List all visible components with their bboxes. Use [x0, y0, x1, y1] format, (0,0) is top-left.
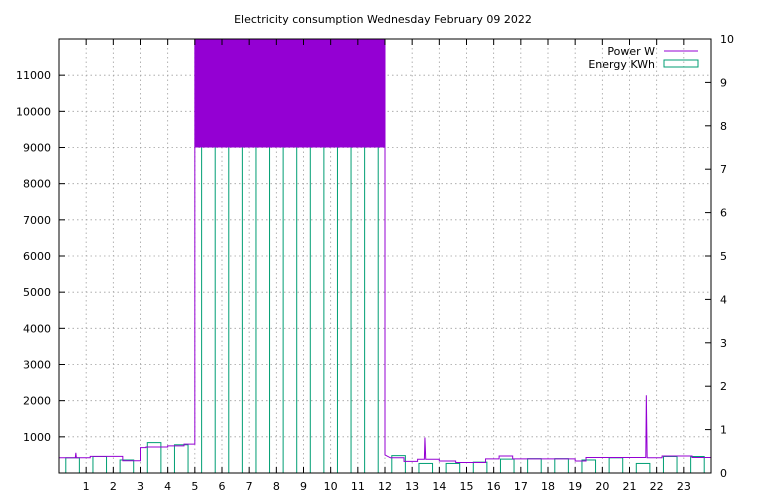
- x-tick-label: 19: [568, 480, 582, 493]
- x-tick-label: 21: [623, 480, 637, 493]
- x-tick-label: 14: [432, 480, 446, 493]
- y-right-tick-label: 7: [720, 163, 727, 176]
- chart-title: Electricity consumption Wednesday Februa…: [234, 13, 532, 26]
- legend-power-label: Power W: [607, 45, 655, 58]
- y-right-tick-label: 2: [720, 380, 727, 393]
- y-right-tick-label: 9: [720, 76, 727, 89]
- x-tick-label: 22: [650, 480, 664, 493]
- x-tick-label: 12: [378, 480, 392, 493]
- x-axis: 1 2 3 4 5 6 7 8 9 10 11 12 13 14 15 16 17 18 19 20 21 22 23: [83, 39, 691, 493]
- x-tick-label: 16: [487, 480, 501, 493]
- x-tick-label: 1: [83, 480, 90, 493]
- x-tick-label: 4: [164, 480, 171, 493]
- x-tick-label: 5: [191, 480, 198, 493]
- x-tick-label: 6: [219, 480, 226, 493]
- x-tick-label: 11: [351, 480, 365, 493]
- y-right-tick-label: 0: [720, 467, 727, 480]
- y-left-tick-label: 7000: [23, 214, 51, 227]
- legend: Power W Energy KWh: [588, 45, 699, 71]
- y-left-tick-label: 4000: [23, 322, 51, 335]
- x-tick-label: 3: [137, 480, 144, 493]
- y-left-tick-label: 1000: [23, 431, 51, 444]
- y-right-tick-label: 4: [720, 293, 727, 306]
- y-left-tick-label: 6000: [23, 250, 51, 263]
- y-right-tick-label: 3: [720, 337, 727, 350]
- x-tick-label: 10: [324, 480, 338, 493]
- y-left-tick-label: 9000: [23, 142, 51, 155]
- x-tick-label: 15: [460, 480, 474, 493]
- y-left-tick-label: 11000: [16, 69, 51, 82]
- y-right-tick-label: 10: [720, 33, 734, 46]
- y-right-tick-label: 8: [720, 120, 727, 133]
- x-tick-label: 20: [595, 480, 609, 493]
- x-tick-label: 13: [405, 480, 419, 493]
- y-left-tick-label: 3000: [23, 359, 51, 372]
- x-tick-label: 23: [677, 480, 691, 493]
- x-tick-label: 7: [246, 480, 253, 493]
- y-left-tick-label: 5000: [23, 286, 51, 299]
- y-left-tick-label: 8000: [23, 178, 51, 191]
- y-left-tick-label: 10000: [16, 105, 51, 118]
- y-axis-left: 1000 2000 3000 4000 5000 6000 7000 8000 9000 1000…: [16, 69, 65, 444]
- power-line: [59, 39, 711, 464]
- y-right-tick-label: 5: [720, 250, 727, 263]
- power-peak-band: [194, 39, 385, 148]
- x-tick-label: 8: [273, 480, 280, 493]
- legend-energy-swatch: [663, 59, 699, 68]
- power-line-layer: [59, 39, 711, 464]
- x-tick-label: 2: [110, 480, 117, 493]
- x-tick-label: 18: [541, 480, 555, 493]
- x-tick-label: 17: [514, 480, 528, 493]
- x-tick-label: 9: [300, 480, 307, 493]
- y-right-tick-label: 1: [720, 424, 727, 437]
- y-right-tick-label: 6: [720, 207, 727, 220]
- y-axis-right: 0 1 2 3 4 5 6 7 8 9 10: [705, 33, 734, 480]
- legend-energy-label: Energy KWh: [588, 58, 655, 71]
- y-left-tick-label: 2000: [23, 395, 51, 408]
